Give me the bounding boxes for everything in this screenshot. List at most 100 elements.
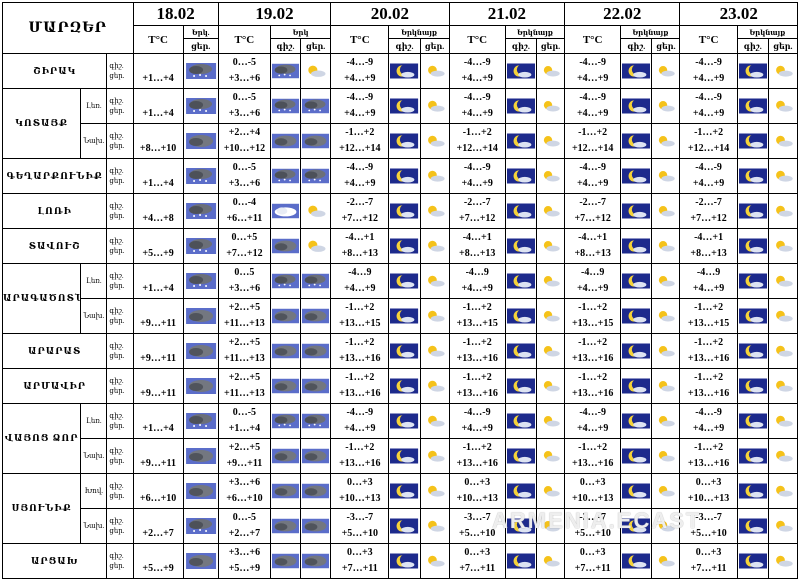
temp-cell: +2…+5 +9…+11: [217, 438, 271, 474]
moon-night-icon: [736, 88, 769, 124]
moon-night-icon: [504, 123, 537, 159]
sun-cloud-icon: [419, 368, 450, 404]
sun-cloud-icon: [651, 53, 681, 89]
snow-cloud-icon: [182, 263, 219, 299]
region-name: ԱՐՑԱԽ: [1, 543, 108, 579]
temp-cell: -1…+2 +13…+16: [448, 438, 506, 474]
overcast-cloud-icon: [182, 438, 219, 474]
temp-cell: +6…+10: [132, 473, 184, 509]
temp-col-header: Т°С: [330, 25, 390, 54]
overcast-cloud-icon: [269, 228, 302, 264]
region-name: ՏԱՎՈՒՇ: [1, 228, 108, 264]
sun-cloud-icon: [651, 473, 681, 509]
temp-cell: 0…+5 +7…+12: [217, 228, 271, 264]
overcast-cloud-icon: [300, 368, 332, 404]
temp-cell: 0…-5 +3…+6: [217, 158, 271, 194]
sun-cloud-icon: [300, 193, 332, 229]
sub-area-label: Նախ.: [80, 438, 108, 474]
moon-night-icon: [736, 368, 769, 404]
sun-cloud-icon: [651, 193, 681, 229]
sun-cloud-icon: [419, 228, 450, 264]
sun-cloud-icon: [767, 53, 799, 89]
sun-cloud-icon: [767, 438, 799, 474]
temp-cell: -1…+2 +12…+14: [448, 123, 506, 159]
moon-night-icon: [620, 123, 653, 159]
moon-night-icon: [620, 88, 653, 124]
day-col-header: ցեր.: [535, 38, 566, 54]
moon-night-icon: [736, 193, 769, 229]
temp-cell: -4…9 +4…+9: [679, 263, 738, 299]
sun-cloud-icon: [767, 473, 799, 509]
moon-night-icon: [736, 263, 769, 299]
temp-cell: -4…-9 +4…+9: [679, 88, 738, 124]
temp-cell: -1…+2 +12…+14: [679, 123, 738, 159]
sun-cloud-icon: [300, 228, 332, 264]
sun-cloud-icon: [767, 123, 799, 159]
snow-cloud-icon: [300, 403, 332, 439]
temp-cell: -4…-9 +4…+9: [679, 403, 738, 439]
region-name: ԱՐԱԳԱԾՈՏՆ: [1, 263, 82, 334]
region-name: ԳԵՂԱՐՔՈՒՆԻՔ: [1, 158, 108, 194]
temp-cell: -4…9 +4…+9: [564, 263, 622, 299]
overcast-cloud-icon: [269, 508, 302, 544]
moon-night-icon: [736, 333, 769, 369]
partly-cloudy-icon: [269, 193, 302, 229]
date-header: 20.02: [330, 2, 450, 26]
moon-night-icon: [388, 123, 421, 159]
night-day-labels: գիշ. ցեր.: [106, 263, 134, 299]
overcast-cloud-icon: [182, 473, 219, 509]
temp-cell: -1…+2 +13…+16: [564, 333, 622, 369]
temp-cell: 0…5 +3…+6: [217, 263, 271, 299]
sun-cloud-icon: [651, 438, 681, 474]
temp-cell: -3…-7 +5…+10: [564, 508, 622, 544]
temp-cell: -1…+2 +12…+14: [330, 123, 390, 159]
sun-cloud-icon: [300, 53, 332, 89]
temp-cell: -4…-9 +4…+9: [330, 158, 390, 194]
table-row: Նախ. գիշ. ցեր. +8…+10 +2…+4 +10…+12 -1…+2 +12…+…: [3, 123, 799, 159]
snow-cloud-icon: [182, 508, 219, 544]
night-col-header: գիշ.: [504, 38, 537, 54]
sun-cloud-icon: [535, 508, 566, 544]
moon-night-icon: [736, 438, 769, 474]
temp-cell: +9…+11: [132, 368, 184, 404]
moon-night-icon: [504, 298, 537, 334]
overcast-cloud-icon: [300, 473, 332, 509]
overcast-cloud-icon: [300, 543, 332, 579]
temp-cell: +5…+9: [132, 543, 184, 579]
snow-cloud-icon: [182, 228, 219, 264]
night-day-labels: գիշ. ցեր.: [106, 123, 134, 159]
snow-cloud-icon: [269, 403, 302, 439]
sun-cloud-icon: [535, 123, 566, 159]
temp-cell: +4…+8: [132, 193, 184, 229]
temp-cell: +5…+9: [132, 228, 184, 264]
moon-night-icon: [736, 53, 769, 89]
temp-cell: -4…+1 +8…+13: [330, 228, 390, 264]
temp-cell: +1…+4: [132, 53, 184, 89]
date-header: 23.02: [679, 2, 798, 26]
table-row: ԿՈՏԱՅՔ Լեռ. գիշ. ցեր. +1…+4 0…-5 +3…+6 -4…-9 +4……: [1, 88, 799, 159]
sun-cloud-icon: [651, 298, 681, 334]
snow-cloud-icon: [269, 263, 302, 299]
sky-col-header: Երկ: [269, 25, 332, 39]
moon-night-icon: [504, 228, 537, 264]
temp-cell: 0…+3 +7…+11: [448, 543, 506, 579]
night-day-labels: գիշ. ցեր.: [106, 298, 134, 334]
moon-night-icon: [504, 543, 537, 579]
date-header: 19.02: [217, 2, 332, 26]
night-day-labels: գիշ. ցեր.: [106, 508, 134, 544]
sun-cloud-icon: [535, 263, 566, 299]
moon-night-icon: [620, 333, 653, 369]
temp-cell: -4…-9 +4…+9: [448, 403, 506, 439]
temp-cell: -1…+2 +13…+16: [679, 333, 738, 369]
sub-area-label: Խով.: [80, 473, 108, 509]
moon-night-icon: [504, 88, 537, 124]
overcast-cloud-icon: [300, 438, 332, 474]
table-row: Նախ. գիշ. ցեր. +9…+11 +2…+5 +9…+11 -1…+2 +13…+1…: [3, 438, 799, 474]
moon-night-icon: [620, 53, 653, 89]
date-header: 18.02: [132, 2, 219, 26]
overcast-cloud-icon: [182, 333, 219, 369]
temp-cell: -4…-9 +4…+9: [448, 88, 506, 124]
sun-cloud-icon: [535, 53, 566, 89]
sun-cloud-icon: [767, 508, 799, 544]
